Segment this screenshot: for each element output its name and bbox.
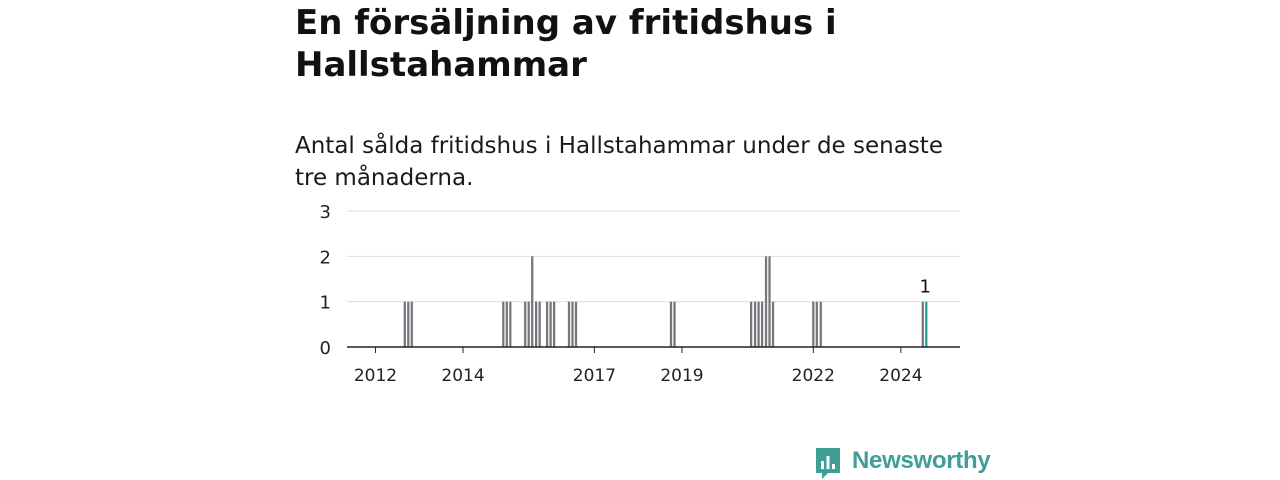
bar-3 <box>502 301 505 347</box>
bar-9 <box>535 301 538 347</box>
bar-6 <box>524 301 527 347</box>
bar-7 <box>527 301 530 347</box>
bar-19 <box>750 301 753 347</box>
bar-15 <box>571 301 574 347</box>
gridlines <box>347 210 960 303</box>
bar-23 <box>764 256 768 347</box>
bar-24 <box>768 256 771 347</box>
y-tick-label-0: 0 <box>320 338 331 359</box>
y-tick-label-1: 1 <box>320 293 331 314</box>
bar-22 <box>760 301 764 347</box>
chart-title: En försäljning av fritidshus i Hallstaha… <box>295 3 837 85</box>
x-tick-label-2019: 2019 <box>660 366 703 386</box>
bars <box>403 256 928 347</box>
bar-1 <box>407 301 410 347</box>
x-tick-label-2017: 2017 <box>573 366 616 386</box>
x-tick-label-2022: 2022 <box>792 366 835 386</box>
bar-26 <box>812 301 815 347</box>
bar-25 <box>771 301 775 347</box>
x-tick-label-2024: 2024 <box>879 366 922 386</box>
bar-21 <box>757 301 760 347</box>
bar-28 <box>819 301 822 347</box>
bar-12 <box>549 301 552 347</box>
x-tick-label-2012: 2012 <box>354 366 397 386</box>
data-label-30: 1 <box>920 277 931 298</box>
y-tick-label-2: 2 <box>320 247 331 268</box>
x-axis-ticks: 2012 2014 2017 2019 2022 2024 <box>354 347 923 386</box>
x-tick-label-2014: 2014 <box>441 366 484 386</box>
bar-17 <box>669 301 673 347</box>
chart-subtitle: Antal sålda fritidshus i Hallstahammar u… <box>295 133 943 191</box>
bar-11 <box>545 301 549 347</box>
bar-4 <box>505 301 508 347</box>
bar-16 <box>574 301 578 347</box>
bar-29 <box>921 301 924 347</box>
data-labels: 1 <box>920 277 931 298</box>
y-axis-ticks: 0 1 2 3 <box>320 202 331 359</box>
bar-0 <box>403 301 406 347</box>
bar-30 <box>925 301 928 347</box>
y-tick-label-3: 3 <box>320 202 331 223</box>
brand-name: Newsworthy <box>852 447 991 474</box>
bar-20 <box>753 301 757 347</box>
bar-27 <box>815 301 818 347</box>
bar-2 <box>410 301 413 347</box>
bar-10 <box>538 301 541 347</box>
bar-18 <box>673 301 676 347</box>
bar-8 <box>531 256 534 347</box>
bar-13 <box>552 301 556 347</box>
bar-5 <box>509 301 512 347</box>
bar-14 <box>567 301 571 347</box>
brand-icon <box>816 448 840 479</box>
